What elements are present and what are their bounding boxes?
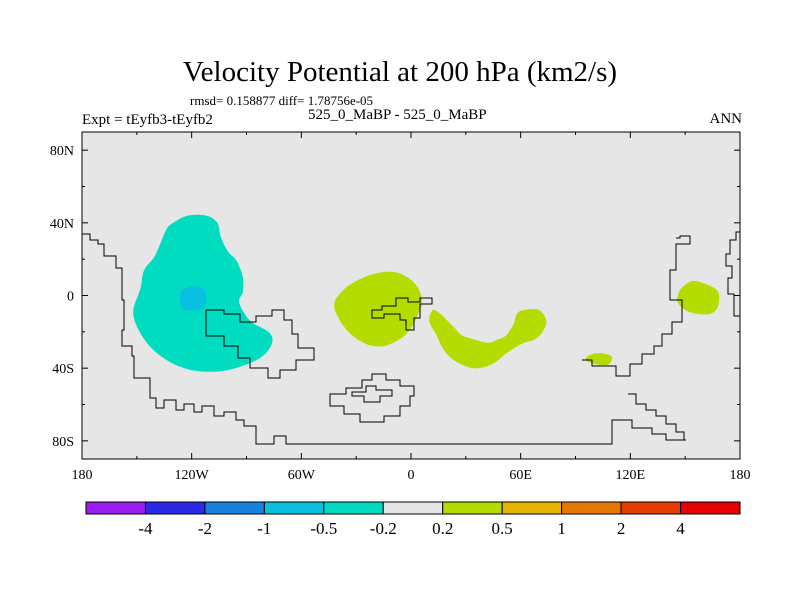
coastline-africa xyxy=(371,297,433,331)
colorbar-box xyxy=(501,501,563,515)
colorbar-label: 4 xyxy=(676,519,685,538)
colorbar-box xyxy=(144,501,206,515)
colorbar-label: 0.2 xyxy=(432,519,453,538)
colorbar-label: 1 xyxy=(557,519,566,538)
x-tick-label: 120E xyxy=(616,468,646,483)
season-label: ANN xyxy=(709,111,743,127)
colorbar-label: -4 xyxy=(138,519,153,538)
y-axis: 80N 40N 0 40S 80S xyxy=(50,144,740,450)
coastlines xyxy=(82,231,740,445)
colorbar-label: -1 xyxy=(257,519,271,538)
y-tick-label: 80N xyxy=(50,144,74,159)
y-tick-label: 0 xyxy=(67,290,74,305)
x-tick-label: 180 xyxy=(72,468,93,483)
coastline-southern-island xyxy=(329,373,415,423)
coastline-central-america xyxy=(205,309,315,379)
coastline-east-edge xyxy=(725,231,740,317)
colorbar-box xyxy=(680,501,741,515)
coastline-south-america xyxy=(82,233,686,445)
region-positive-anomaly-atlantic xyxy=(334,271,422,347)
coastline-south-coast xyxy=(628,393,685,440)
colorbar-box xyxy=(620,501,682,515)
stats-label: rmsd= 0.158877 diff= 1.78756e-05 xyxy=(190,93,374,108)
coastline-southern-island-inner xyxy=(351,385,393,403)
chart-title: Velocity Potential at 200 hPa (km2/s) xyxy=(182,56,618,88)
y-tick-label: 80S xyxy=(52,435,74,450)
colorbar-label: -0.5 xyxy=(310,519,337,538)
colorbar-label: 0.5 xyxy=(492,519,513,538)
region-positive-anomaly-west-pacific xyxy=(677,280,720,315)
region-positive-anomaly-africa-indian xyxy=(429,309,547,369)
colorbar-label: -0.2 xyxy=(370,519,397,538)
y-tick-label: 40S xyxy=(52,362,74,377)
anomaly-regions xyxy=(133,214,720,372)
x-tick-label: 120W xyxy=(175,468,210,483)
colorbar-box xyxy=(442,501,503,515)
colorbar-box xyxy=(382,501,444,515)
plot-area: 180 120W 60W 0 60E 120E 180 80N 40N 0 40S 80S xyxy=(50,131,751,483)
colorbar-box xyxy=(85,501,146,515)
colorbar-label: 2 xyxy=(617,519,626,538)
colorbar: -4 -2 -1 -0.5 -0.2 0.2 0.5 1 2 4 xyxy=(85,501,741,538)
experiment-label: Expt = tEyfb3-tEyfb2 xyxy=(82,112,213,128)
colorbar-box xyxy=(204,501,265,515)
x-tick-label: 0 xyxy=(408,468,415,483)
region-negative-core-east-pacific xyxy=(179,286,207,311)
colorbar-box xyxy=(561,501,622,515)
x-tick-label: 60E xyxy=(509,468,532,483)
x-tick-label: 60W xyxy=(288,468,316,483)
colorbar-box xyxy=(263,501,325,515)
colorbar-box xyxy=(323,501,384,515)
coastline-australia xyxy=(582,235,691,377)
x-axis: 180 120W 60W 0 60E 120E 180 xyxy=(72,132,751,483)
y-tick-label: 40N xyxy=(50,217,74,232)
case-label: 525_0_MaBP - 525_0_MaBP xyxy=(308,107,487,123)
x-tick-label: 180 xyxy=(730,468,751,483)
colorbar-label: -2 xyxy=(198,519,212,538)
